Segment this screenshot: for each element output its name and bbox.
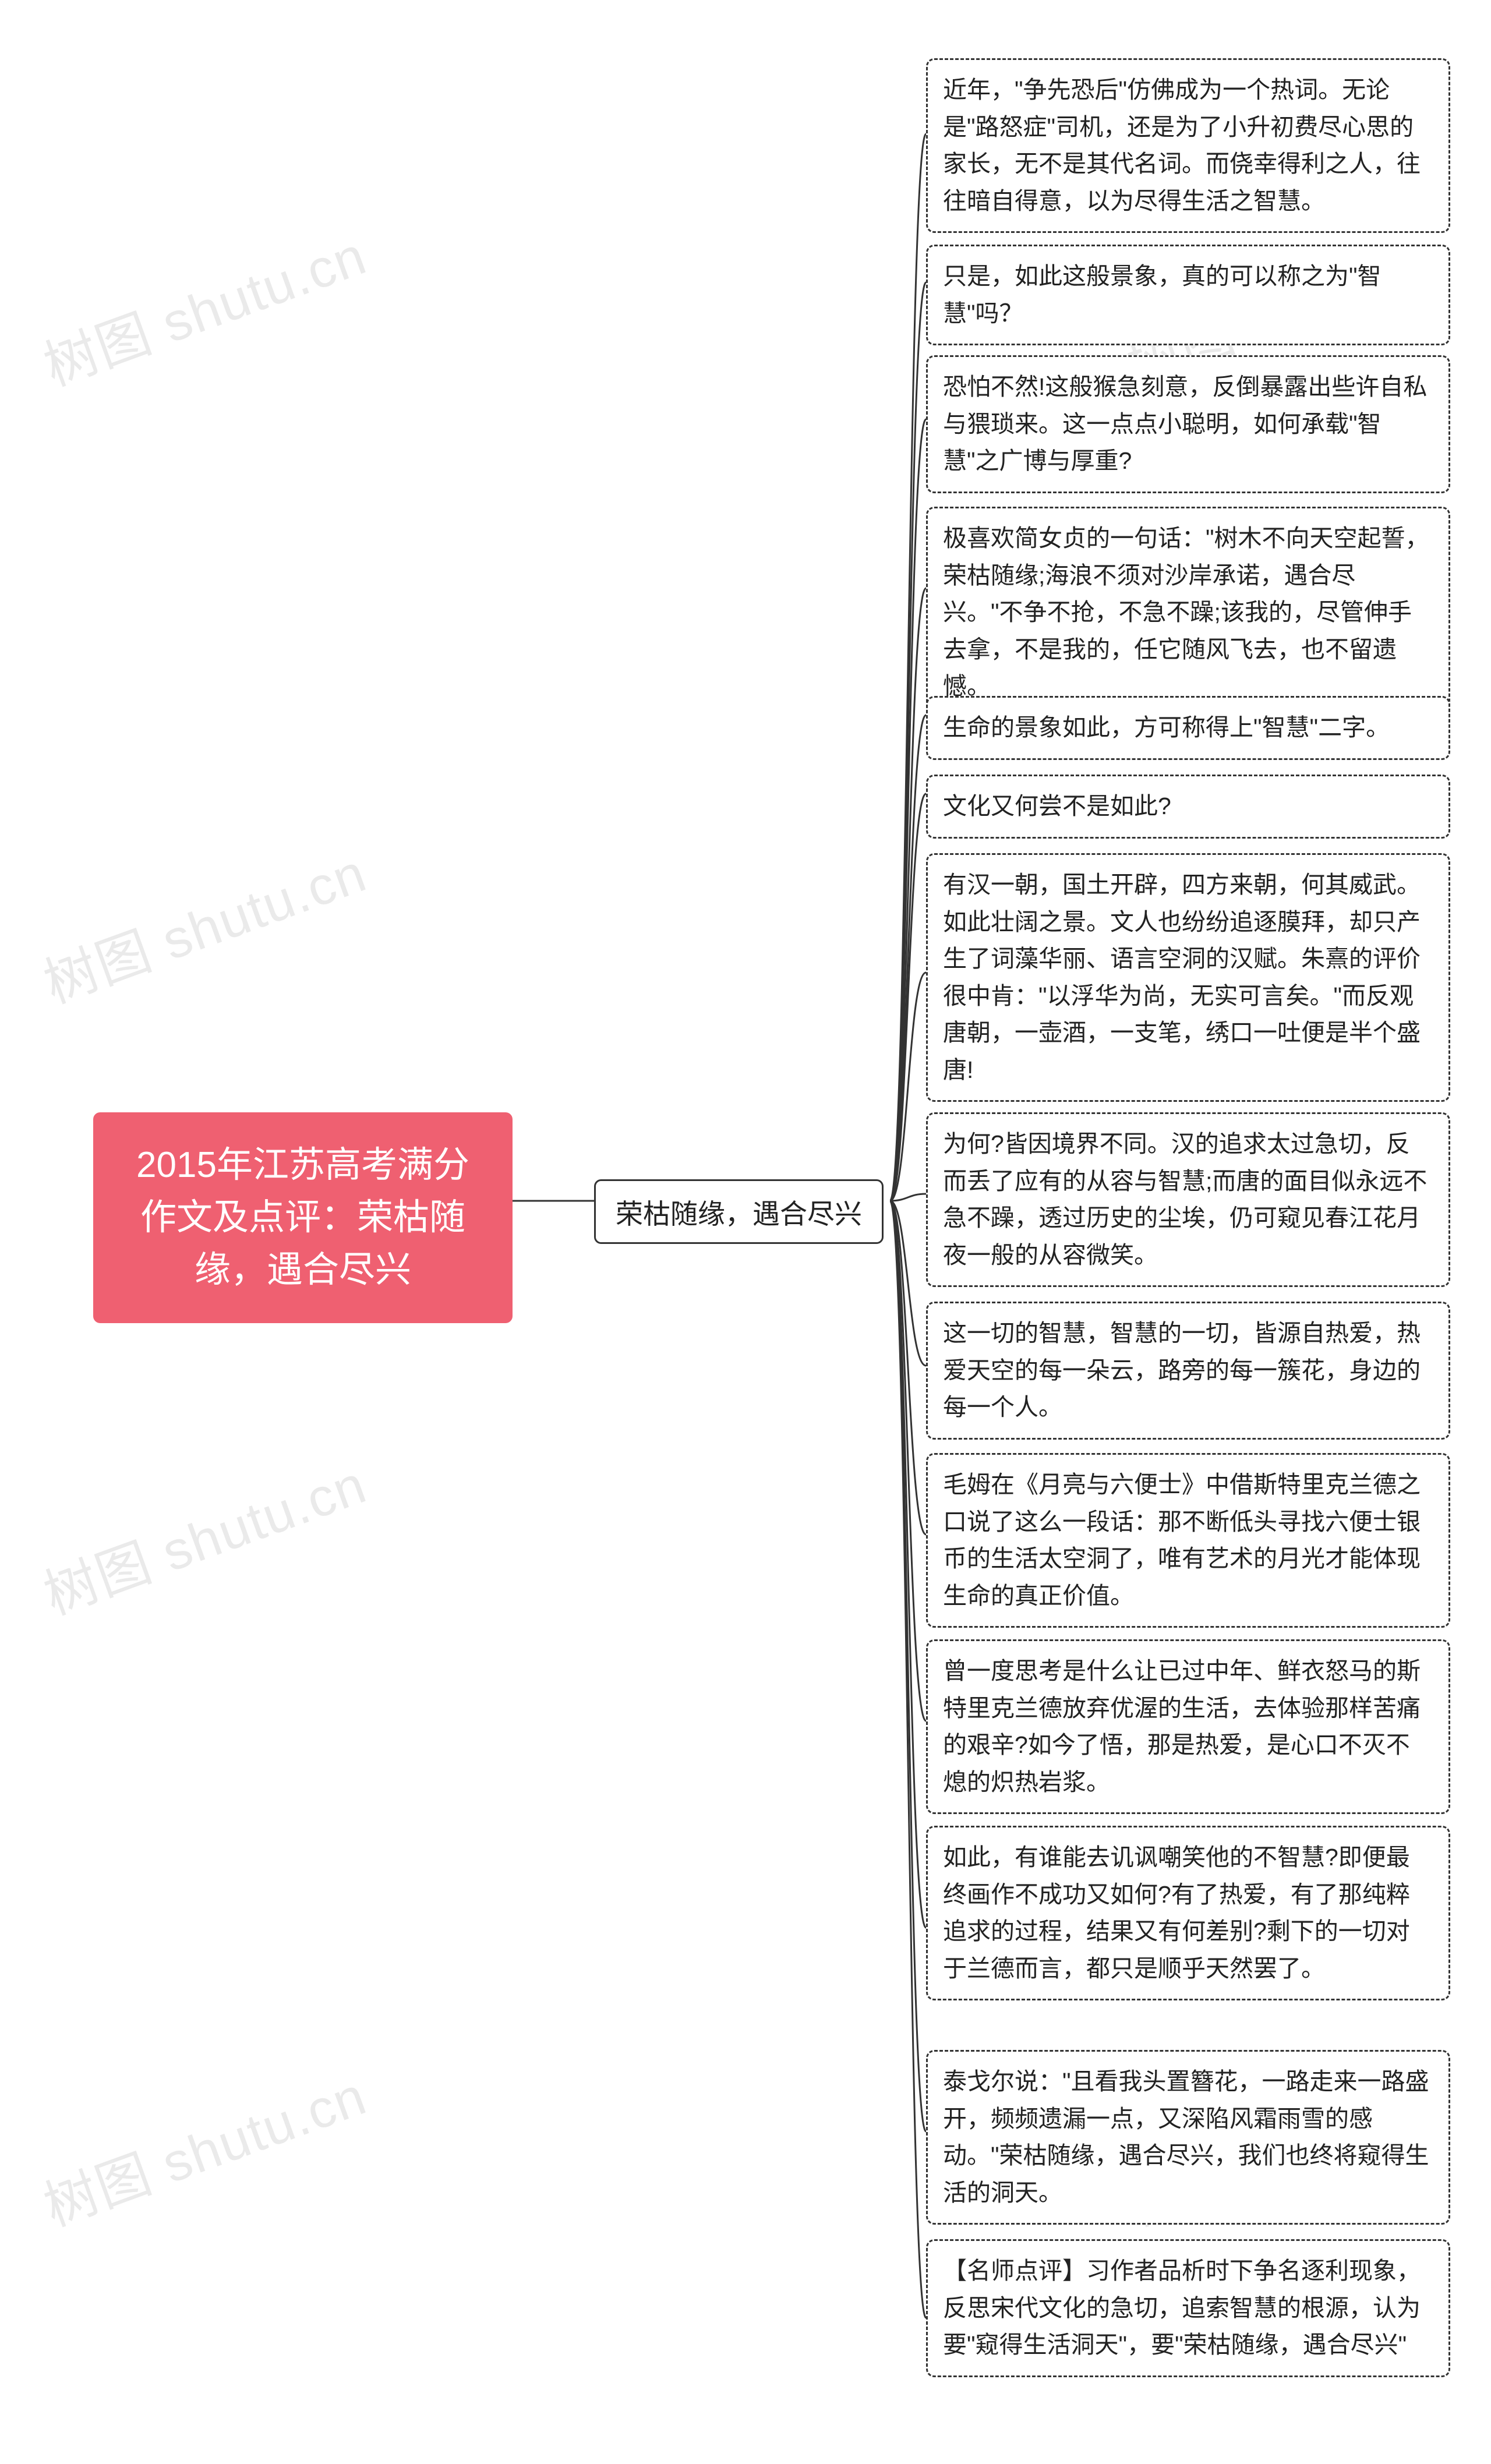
leaf-node: 生命的景象如此，方可称得上"智慧"二字。 <box>926 696 1450 760</box>
leaf-node: 【名师点评】习作者品析时下争名逐利现象，反思宋代文化的急切，追索智慧的根源，认为… <box>926 2239 1450 2377</box>
leaf-node: 曾一度思考是什么让已过中年、鲜衣怒马的斯特里克兰德放弃优渥的生活，去体验那样苦痛… <box>926 1639 1450 1814</box>
leaf-text: 如此，有谁能去讥讽嘲笑他的不智慧?即便最终画作不成功又如何?有了热爱，有了那纯粹… <box>943 1844 1410 1982</box>
leaf-text: 只是，如此这般景象，真的可以称之为"智慧"吗？ <box>943 263 1382 327</box>
leaf-node: 恐怕不然!这般猴急刻意，反倒暴露出些许自私与猥琐来。这一点点小聪明，如何承载"智… <box>926 355 1450 493</box>
leaf-node: 近年，"争先恐后"仿佛成为一个热词。无论是"路怒症"司机，还是为了小升初费尽心思… <box>926 58 1450 233</box>
leaf-node: 泰戈尔说："且看我头置簪花，一路走来一路盛开，频频遗漏一点，又深陷风霜雨雪的感动… <box>926 2050 1450 2225</box>
root-node: 2015年江苏高考满分作文及点评：荣枯随缘，遇合尽兴 <box>93 1112 513 1323</box>
leaf-text: 为何?皆因境界不同。汉的追求太过急切，反而丢了应有的从容与智慧;而唐的面目似永远… <box>943 1130 1427 1268</box>
watermark: 树图 shutu.cn <box>32 830 376 1018</box>
watermark: 树图 shutu.cn <box>32 213 376 401</box>
mid-node-text: 荣枯随缘，遇合尽兴 <box>616 1199 862 1229</box>
leaf-text: 生命的景象如此，方可称得上"智慧"二字。 <box>943 714 1390 741</box>
leaf-node: 只是，如此这般景象，真的可以称之为"智慧"吗？ <box>926 245 1450 345</box>
leaf-node: 这一切的智慧，智慧的一切，皆源自热爱，热爱天空的每一朵云，路旁的每一簇花，身边的… <box>926 1302 1450 1440</box>
watermark: 树图 shutu.cn <box>32 1441 376 1629</box>
leaf-text: 曾一度思考是什么让已过中年、鲜衣怒马的斯特里克兰德放弃优渥的生活，去体验那样苦痛… <box>943 1657 1421 1795</box>
leaf-text: 极喜欢简女贞的一句话："树木不向天空起誓，荣枯随缘;海浪不须对沙岸承诺，遇合尽兴… <box>943 525 1429 699</box>
leaf-text: 文化又何尝不是如此? <box>943 793 1171 819</box>
leaf-text: 恐怕不然!这般猴急刻意，反倒暴露出些许自私与猥琐来。这一点点小聪明，如何承载"智… <box>943 373 1427 474</box>
leaf-node: 为何?皆因境界不同。汉的追求太过急切，反而丢了应有的从容与智慧;而唐的面目似永远… <box>926 1112 1450 1287</box>
leaf-text: 这一切的智慧，智慧的一切，皆源自热爱，热爱天空的每一朵云，路旁的每一簇花，身边的… <box>943 1320 1421 1420</box>
leaf-node: 毛姆在《月亮与六便士》中借斯特里克兰德之口说了这么一段话：那不断低头寻找六便士银… <box>926 1453 1450 1628</box>
leaf-node: 有汉一朝，国土开辟，四方来朝，何其威武。如此壮阔之景。文人也纷纷追逐膜拜，却只产… <box>926 853 1450 1102</box>
leaf-text: 毛姆在《月亮与六便士》中借斯特里克兰德之口说了这么一段话：那不断低头寻找六便士银… <box>943 1471 1421 1609</box>
leaf-node: 文化又何尝不是如此? <box>926 775 1450 839</box>
root-node-text: 2015年江苏高考满分作文及点评：荣枯随缘，遇合尽兴 <box>136 1145 469 1290</box>
leaf-node: 极喜欢简女贞的一句话："树木不向天空起誓，荣枯随缘;海浪不须对沙岸承诺，遇合尽兴… <box>926 507 1450 719</box>
leaf-node: 如此，有谁能去讥讽嘲笑他的不智慧?即便最终画作不成功又如何?有了热爱，有了那纯粹… <box>926 1826 1450 2000</box>
leaf-text: 泰戈尔说："且看我头置簪花，一路走来一路盛开，频频遗漏一点，又深陷风霜雨雪的感动… <box>943 2068 1429 2206</box>
leaf-text: 有汉一朝，国土开辟，四方来朝，何其威武。如此壮阔之景。文人也纷纷追逐膜拜，却只产… <box>943 871 1421 1083</box>
mid-node: 荣枯随缘，遇合尽兴 <box>594 1179 884 1244</box>
leaf-text: 近年，"争先恐后"仿佛成为一个热词。无论是"路怒症"司机，还是为了小升初费尽心思… <box>943 76 1421 214</box>
watermark: 树图 shutu.cn <box>32 2053 376 2241</box>
leaf-text: 【名师点评】习作者品析时下争名逐利现象，反思宋代文化的急切，追索智慧的根源，认为… <box>943 2257 1421 2358</box>
